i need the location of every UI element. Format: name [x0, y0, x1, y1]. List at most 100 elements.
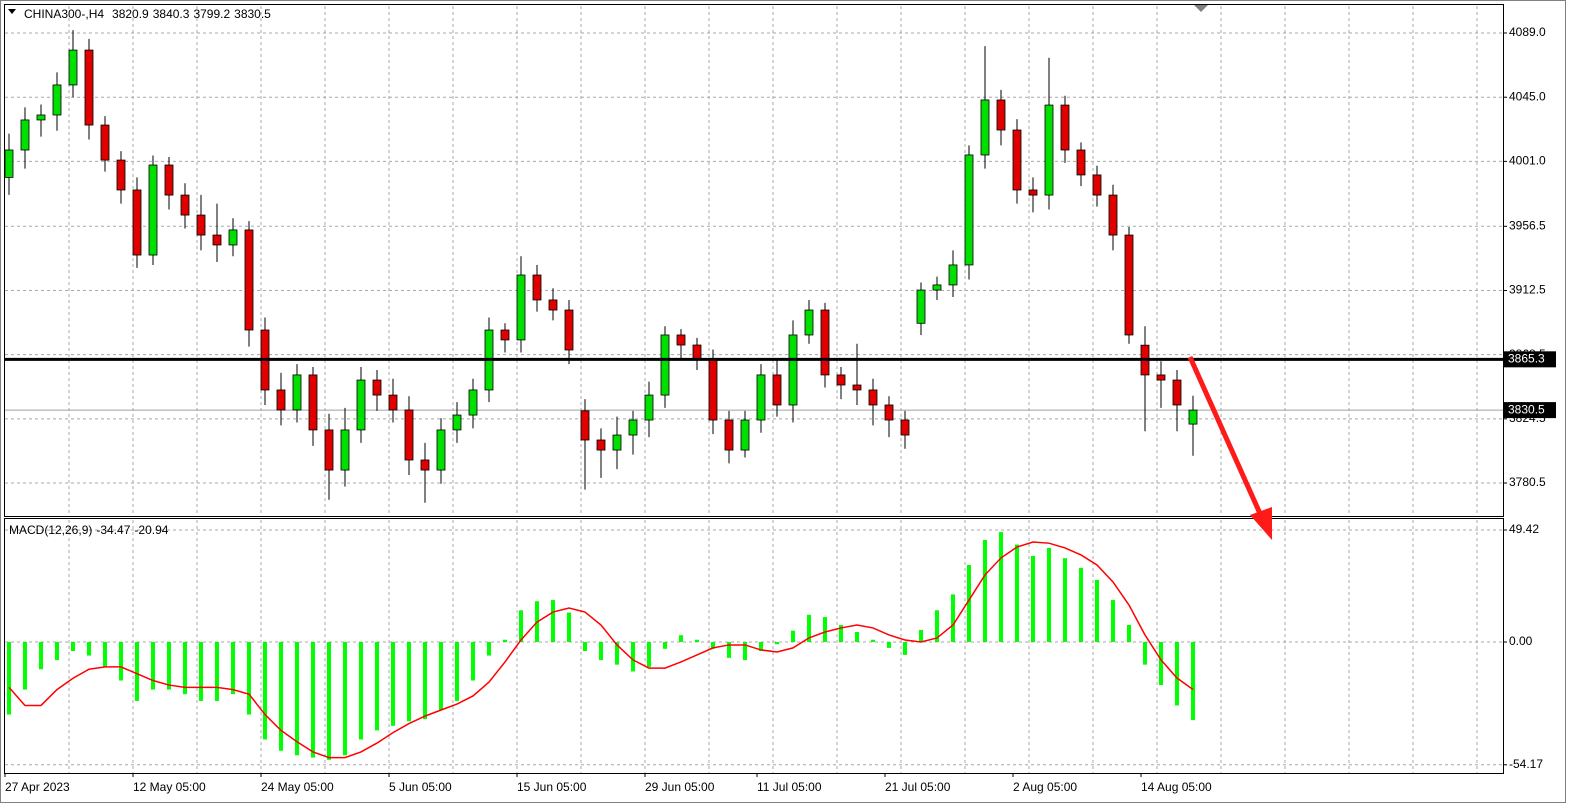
candle-body [68, 49, 78, 86]
candle-body [788, 334, 798, 406]
menu-triangle [8, 9, 16, 14]
y-tick-label: 49.42 [1509, 522, 1539, 536]
y-tick-label: 3912.5 [1509, 283, 1546, 297]
candle-body [1044, 104, 1054, 196]
macd-bar [663, 641, 667, 649]
candle-body [244, 229, 254, 331]
grid-layer [5, 6, 1503, 773]
candle-body [1124, 234, 1134, 336]
macd-bar [487, 641, 491, 656]
macd-bar [1031, 555, 1035, 642]
x-tick-label: 2 Aug 05:00 [1013, 780, 1077, 794]
macd-bar [215, 641, 219, 701]
macd-bar [599, 641, 603, 661]
candle-body [1172, 379, 1182, 406]
candle-body [420, 459, 430, 471]
candle-body [164, 164, 174, 196]
macd-bar [567, 612, 571, 642]
macd-bar [871, 639, 875, 642]
candle-body [276, 389, 286, 411]
macd-bar [103, 641, 107, 667]
x-tick-label: 29 Jun 05:00 [645, 780, 715, 794]
macd-bar [727, 641, 731, 658]
low-value: 3799.2 [193, 7, 230, 21]
last-price-label: 3830.5 [1508, 402, 1545, 416]
candle-body [132, 189, 142, 256]
x-tick-label: 15 Jun 05:00 [517, 780, 587, 794]
open-value: 3820.9 [112, 7, 149, 21]
marks-layer [4, 30, 1503, 760]
macd-bar [1175, 641, 1179, 706]
macd-bar [119, 641, 123, 681]
macd-bar [1111, 600, 1115, 642]
macd-bar [23, 641, 27, 690]
macd-bar [967, 564, 971, 642]
macd-bar [71, 641, 75, 652]
candle-body [1012, 129, 1022, 191]
candle-body [612, 434, 622, 451]
candle-body [180, 194, 190, 216]
macd-bar [583, 641, 587, 652]
y-tick-label: 4045.0 [1509, 89, 1546, 103]
macd-bar [231, 641, 235, 695]
candle-body [1108, 194, 1118, 236]
macd-bar [471, 641, 475, 681]
candle-body [820, 309, 830, 376]
candle-body [212, 234, 222, 246]
macd-bar [807, 614, 811, 642]
candle-body [804, 309, 814, 336]
macd-bar [1063, 558, 1067, 642]
macd-bar [887, 641, 891, 648]
macd-bar [631, 641, 635, 672]
macd-bar [263, 641, 267, 740]
candle-body [980, 99, 990, 156]
candle-body [564, 309, 574, 351]
macd-bar [1079, 567, 1083, 642]
candle-body [628, 419, 638, 436]
candle-body [292, 374, 302, 411]
candle-body [708, 359, 718, 421]
candle-body [468, 389, 478, 416]
macd-title: MACD(12,26,9) [9, 523, 92, 537]
signal-line [8, 541, 1194, 759]
candle-body [452, 414, 462, 431]
candle-body [404, 409, 414, 461]
y-tick-label: -54.17 [1509, 757, 1543, 771]
macd-bar [423, 641, 427, 720]
shift-marker [1194, 5, 1208, 12]
macd-bar [167, 641, 171, 690]
candle-body [852, 384, 862, 391]
candle-body [532, 274, 542, 301]
macd-bar [7, 641, 11, 715]
candle-body [756, 374, 766, 421]
price-panel-frame [4, 4, 1504, 517]
macd-bar [695, 639, 699, 642]
macd-bar [903, 641, 907, 655]
macd-bar [439, 641, 443, 710]
level-label-box [1504, 351, 1556, 368]
macd-bar [1159, 641, 1163, 686]
candle-body [196, 214, 206, 236]
high-value: 3840.3 [153, 7, 190, 21]
candle-body [900, 419, 910, 436]
candle-body [100, 124, 110, 161]
macd-bar [247, 641, 251, 715]
candle-body [580, 410, 590, 441]
candle-body [228, 229, 238, 246]
macd-value: -34.47 [96, 523, 130, 537]
last-price-box [1504, 402, 1556, 419]
macd-bar [823, 617, 827, 642]
macd-bar [503, 639, 507, 642]
macd-bar [647, 641, 651, 667]
candle-body [676, 334, 686, 346]
candle-body [4, 149, 14, 178]
macd-bar [199, 641, 203, 701]
macd-bar [1015, 544, 1019, 642]
symbol: CHINA300-,H4 [24, 7, 104, 21]
macd-bar [551, 600, 555, 642]
macd-bar [455, 641, 459, 701]
macd-bar [151, 641, 155, 690]
macd-bar [311, 641, 315, 758]
